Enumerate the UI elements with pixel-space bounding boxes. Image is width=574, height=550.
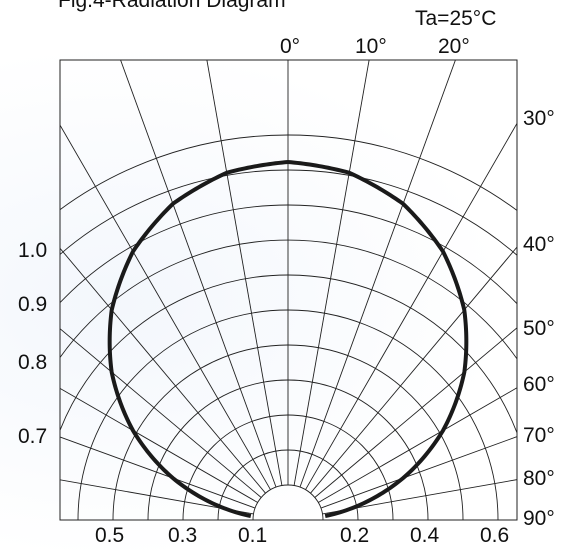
bottom-label-0.4: 0.4	[410, 524, 440, 547]
angle-label-10: 10°	[355, 35, 387, 58]
grid-radial-60	[318, 387, 517, 503]
grid-arc-8	[60, 204, 517, 305]
grid-radial-m70	[60, 436, 256, 509]
angle-label-50: 50°	[523, 317, 555, 340]
grid-radial-80	[322, 479, 517, 515]
bottom-label-0.5: 0.5	[95, 524, 125, 547]
grid-radial-m60	[60, 387, 258, 503]
angle-label-60: 60°	[523, 373, 555, 396]
angle-label-90: 90°	[523, 507, 555, 530]
intensity-label-0.9: 0.9	[18, 293, 48, 316]
angle-label-70: 70°	[523, 424, 555, 447]
polar-grid	[60, 60, 517, 520]
plot-frame	[59, 59, 518, 521]
grid-radial-40	[310, 246, 517, 494]
bottom-label-0.1: 0.1	[238, 524, 268, 547]
grid-radial-m80	[60, 479, 254, 515]
angle-label-0: 0°	[280, 35, 301, 58]
angle-label-40: 40°	[523, 233, 555, 256]
grid-radial-m30	[60, 124, 271, 490]
intensity-label-0.8: 0.8	[18, 351, 48, 374]
bottom-label-0.3: 0.3	[168, 524, 198, 547]
angle-label-20: 20°	[438, 35, 470, 58]
angle-label-80: 80°	[523, 467, 555, 490]
grid-radial-m50	[60, 328, 262, 498]
condition-label: Ta=25°C	[415, 7, 497, 30]
grid-radial-m20	[120, 60, 277, 488]
angle-label-30: 30°	[523, 107, 555, 130]
bottom-label-0.6: 0.6	[480, 524, 510, 547]
grid-arc-0	[252, 484, 324, 520]
grid-radial-m10	[206, 60, 283, 486]
grid-radial-30	[305, 122, 517, 490]
radiation-curve-layer	[107, 160, 469, 520]
intensity-label-0.7: 0.7	[18, 425, 48, 448]
intensity-label-1.0: 1.0	[18, 239, 48, 262]
grid-radial-70	[320, 436, 517, 509]
bottom-label-0.2: 0.2	[340, 524, 370, 547]
grid-radial-m40	[60, 247, 266, 494]
chart-title: Fig.4-Radiation Diagram	[58, 0, 286, 12]
grid-radial-10	[293, 60, 370, 486]
grid-radial-50	[314, 327, 517, 498]
grid-radial-20	[299, 60, 456, 488]
